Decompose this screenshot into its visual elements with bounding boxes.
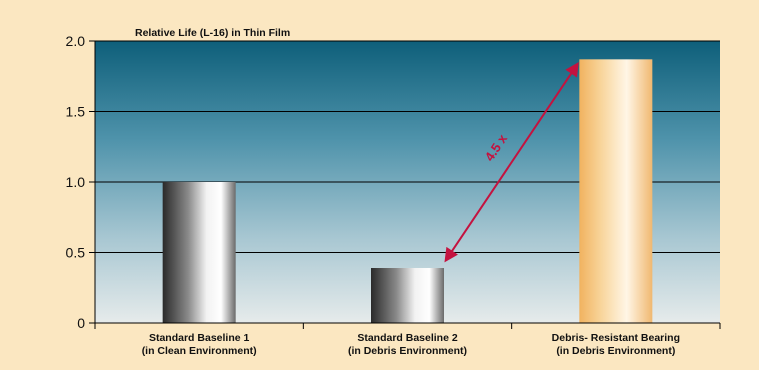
x-category-label: Standard Baseline 2 — [357, 332, 458, 344]
annotation-arrow — [444, 62, 579, 263]
x-category-label: Debris- Resistant Bearing — [552, 332, 680, 344]
y-tick-label: 2.0 — [66, 33, 86, 49]
chart-title: Relative Life (L-16) in Thin Film — [135, 27, 290, 39]
y-tick-label: 1.5 — [66, 104, 86, 120]
x-category-label: (in Clean Environment) — [142, 345, 257, 357]
y-tick-label: 0 — [77, 315, 85, 331]
bar-1 — [162, 182, 236, 323]
x-category-label: (in Debris Environment) — [556, 345, 675, 357]
y-tick-label: 0.5 — [66, 245, 86, 261]
bars — [162, 59, 653, 324]
y-tick-label: 1.0 — [66, 174, 86, 190]
x-axis-labels: Standard Baseline 1(in Clean Environment… — [142, 332, 680, 357]
x-axis — [94, 41, 721, 329]
x-category-label: Standard Baseline 1 — [149, 332, 250, 344]
bar-3 — [579, 59, 653, 324]
bar-2 — [371, 268, 444, 323]
y-axis-ticks: 0 0.5 1.0 1.5 2.0 — [66, 33, 95, 331]
x-category-label: (in Debris Environment) — [348, 345, 467, 357]
